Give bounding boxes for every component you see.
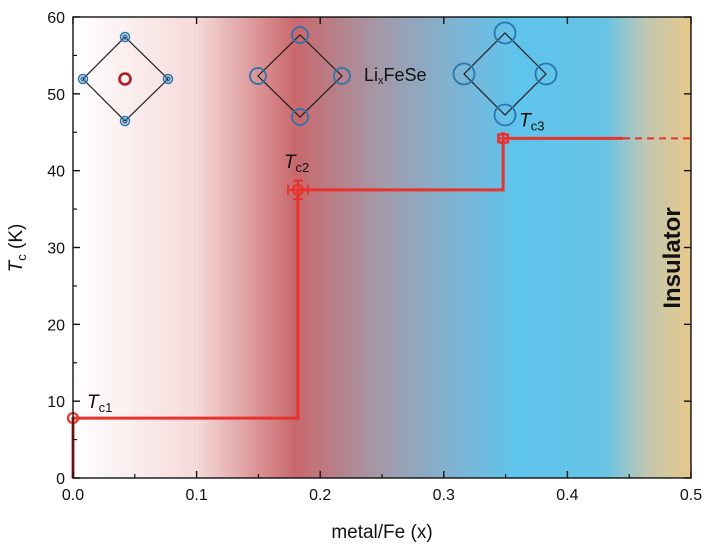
data-point-c3: Tc3 [497, 110, 544, 145]
y-tick-label: 60 [47, 10, 65, 27]
x-axis-label: metal/Fe (x) [331, 522, 432, 543]
intercalant-atom [118, 72, 132, 86]
marker-c2 [291, 183, 305, 196]
structure-inset-1-atoms [77, 31, 174, 127]
x-tick-label: 0.5 [680, 487, 702, 504]
plot-background [73, 17, 691, 478]
point-label-c1: Tc1 [87, 392, 112, 415]
structure-inset-3-atoms [452, 21, 558, 127]
y-tick-label: 50 [47, 87, 65, 104]
structure-inset-3 [463, 32, 547, 116]
marker-c3 [497, 132, 510, 145]
data-point-c2: Tc2 [284, 152, 309, 201]
point-label-c3: Tc3 [519, 110, 544, 133]
x-tick-label: 0.3 [433, 487, 455, 504]
x-tick-label: 0.2 [309, 487, 331, 504]
y-tick-label: 40 [47, 164, 65, 181]
y-tick-label: 20 [47, 317, 65, 334]
y-tick-label: 10 [47, 394, 65, 411]
x-tick-label: 0.4 [556, 487, 578, 504]
y-tick-label: 30 [47, 241, 65, 258]
x-tick-label: 0.1 [185, 487, 207, 504]
structure-inset-2-atoms [249, 26, 351, 126]
structure-inset-1 [82, 36, 169, 122]
y-tick-label: 0 [56, 471, 65, 488]
y-axis-label: Tc (K) [6, 224, 29, 273]
structure-inset-2 [257, 34, 343, 118]
compound-label: LixFeSe [364, 65, 427, 87]
point-label-c2: Tc2 [284, 152, 309, 175]
y-axis: 0 10 20 30 40 50 60 [47, 10, 691, 488]
x-axis: 0.0 0.1 0.2 0.3 0.4 0.5 [62, 17, 702, 504]
insulator-label: Insulator [659, 207, 686, 308]
x-tick-label: 0.0 [62, 487, 84, 504]
